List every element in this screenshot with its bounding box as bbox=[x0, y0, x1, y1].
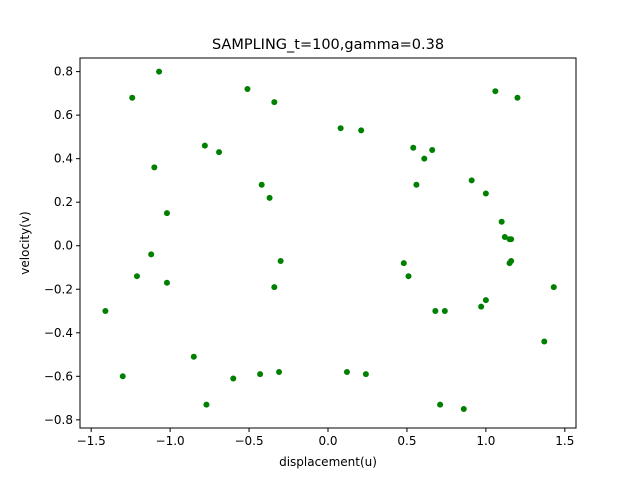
x-tick-label: −0.5 bbox=[234, 434, 263, 448]
data-point bbox=[190, 353, 197, 360]
x-tick-label: 1.5 bbox=[555, 434, 574, 448]
data-point bbox=[432, 308, 439, 315]
data-point bbox=[429, 146, 436, 153]
data-point bbox=[102, 308, 109, 315]
y-tick-label: −0.8 bbox=[44, 413, 73, 427]
x-tick-label: −1.0 bbox=[156, 434, 185, 448]
data-point bbox=[413, 181, 420, 188]
data-points bbox=[102, 68, 557, 412]
x-tick-label: 1.0 bbox=[476, 434, 495, 448]
x-axis-label: displacement(u) bbox=[279, 455, 377, 469]
data-point bbox=[257, 371, 264, 378]
data-point bbox=[266, 194, 273, 201]
data-point bbox=[163, 210, 170, 217]
x-tick-label: 0.5 bbox=[397, 434, 416, 448]
data-point bbox=[400, 260, 407, 267]
data-point bbox=[258, 181, 265, 188]
x-tick-label: −1.5 bbox=[77, 434, 106, 448]
chart-title: SAMPLING_t=100,gamma=0.38 bbox=[212, 37, 444, 53]
data-point bbox=[492, 88, 499, 95]
data-point bbox=[460, 405, 467, 412]
plot-area bbox=[79, 57, 577, 429]
data-point bbox=[405, 273, 412, 280]
data-point bbox=[468, 177, 475, 184]
data-point bbox=[501, 234, 508, 241]
data-point bbox=[337, 125, 344, 132]
data-point bbox=[498, 218, 505, 225]
data-point bbox=[550, 284, 557, 291]
data-point bbox=[437, 401, 444, 408]
x-axis: −1.5 −1.0 −0.5 0.0 0.5 1.0 1.5 bbox=[77, 428, 574, 448]
data-point bbox=[271, 284, 278, 291]
data-point bbox=[343, 368, 350, 375]
y-tick-label: 0.8 bbox=[54, 65, 73, 79]
data-point bbox=[230, 375, 237, 382]
data-point bbox=[277, 257, 284, 264]
data-point bbox=[151, 164, 158, 171]
x-tick-label: 0.0 bbox=[318, 434, 337, 448]
data-point bbox=[410, 144, 417, 151]
data-point bbox=[216, 149, 223, 156]
data-point bbox=[514, 94, 521, 101]
data-point bbox=[163, 279, 170, 286]
data-point bbox=[358, 127, 365, 134]
y-axis-label: velocity(v) bbox=[18, 211, 32, 274]
data-point bbox=[119, 373, 126, 380]
data-point bbox=[156, 68, 163, 75]
data-point bbox=[203, 401, 210, 408]
data-point bbox=[362, 371, 369, 378]
data-point bbox=[441, 308, 448, 315]
data-point bbox=[276, 368, 283, 375]
data-point bbox=[148, 251, 155, 258]
y-tick-label: −0.2 bbox=[44, 282, 73, 296]
data-point bbox=[541, 338, 548, 345]
data-point bbox=[478, 303, 485, 310]
data-point bbox=[133, 273, 140, 280]
data-point bbox=[482, 190, 489, 197]
y-tick-label: −0.6 bbox=[44, 369, 73, 383]
data-point bbox=[421, 155, 428, 162]
data-point bbox=[508, 257, 515, 264]
y-tick-label: 0.4 bbox=[54, 152, 73, 166]
y-tick-label: 0.2 bbox=[54, 195, 73, 209]
data-point bbox=[271, 99, 278, 106]
data-point bbox=[482, 297, 489, 304]
y-tick-label: 0.0 bbox=[54, 239, 73, 253]
y-axis: −0.8 −0.6 −0.4 −0.2 0.0 0.2 0.4 0.6 0.8 bbox=[44, 65, 80, 427]
data-point bbox=[201, 142, 208, 149]
y-tick-label: 0.6 bbox=[54, 108, 73, 122]
y-tick-label: −0.4 bbox=[44, 326, 73, 340]
data-point bbox=[508, 236, 515, 243]
data-point bbox=[244, 86, 251, 93]
data-point bbox=[129, 94, 136, 101]
